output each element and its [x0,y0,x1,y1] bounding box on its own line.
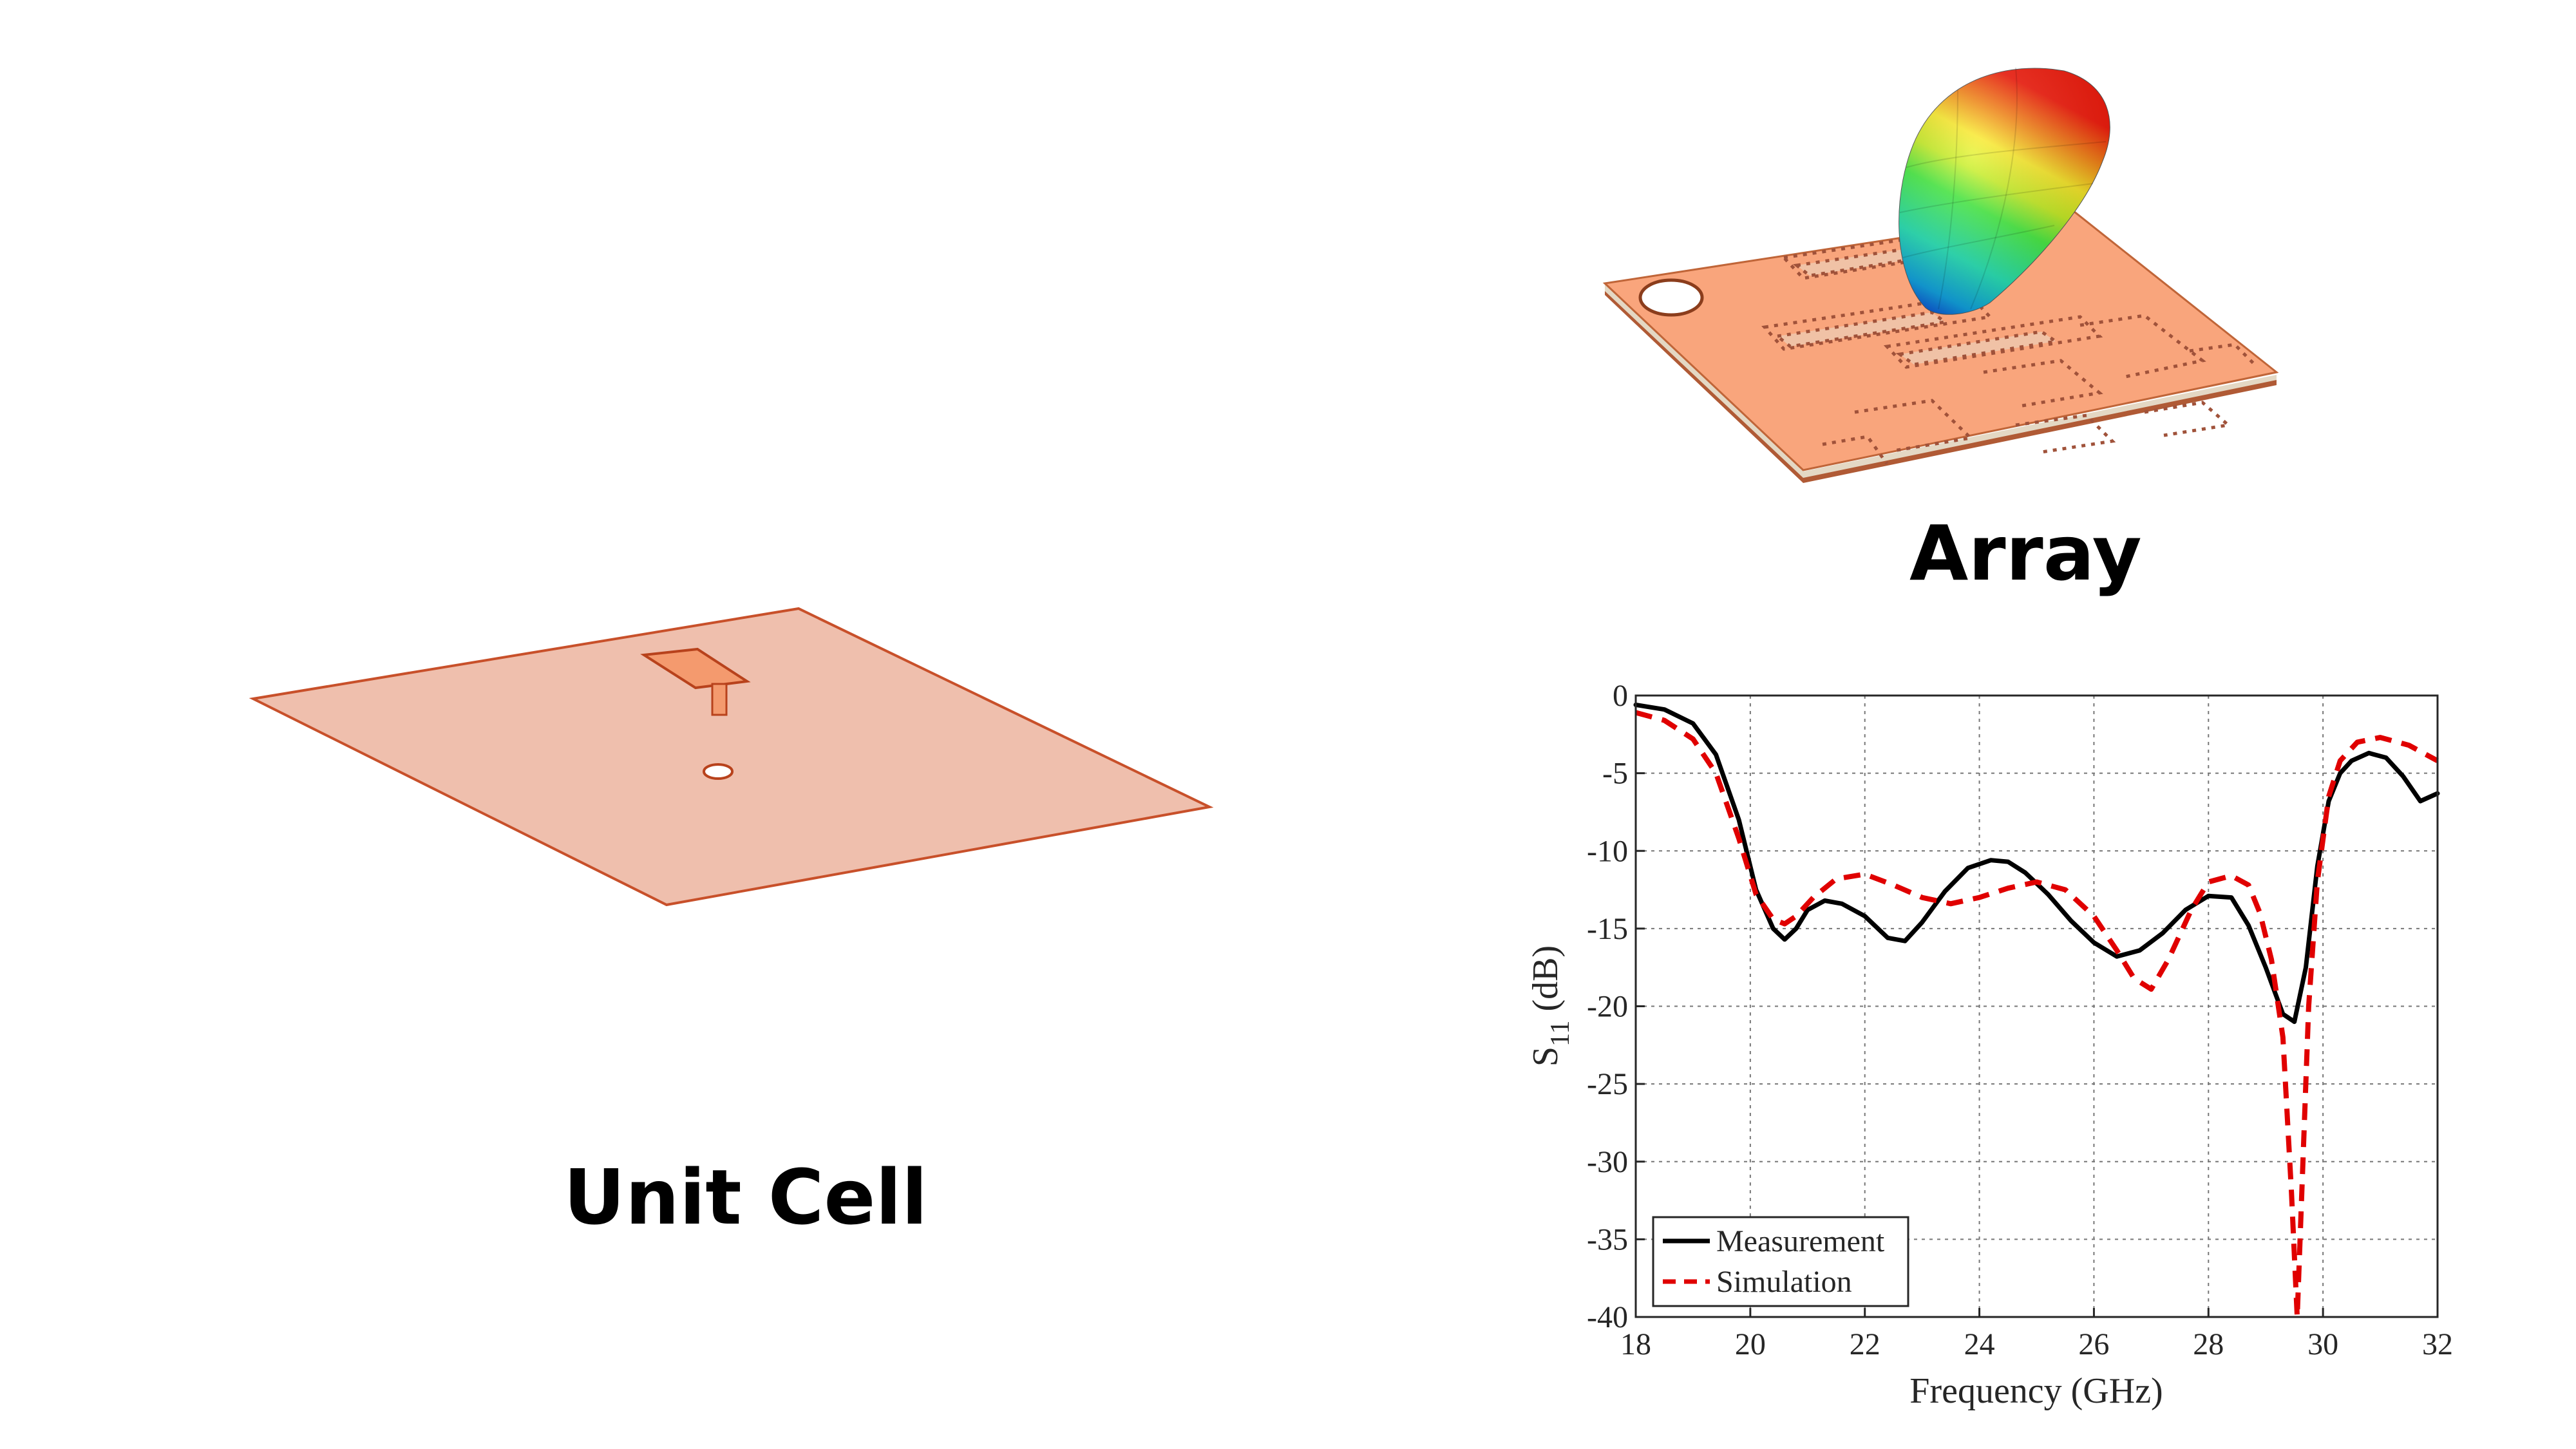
chart-ticks: 18 20 22 24 26 28 30 32 0 -5 -10 -15 -20 -25 -30 -35 -40 [1587,679,2453,1361]
y-tick-label: -10 [1587,834,1628,868]
y-tick-label: -30 [1587,1145,1628,1179]
y-axis-label-sub: 11 [1546,1021,1575,1046]
x-tick-label: 20 [1735,1327,1766,1361]
unit-cell-ground-hole [703,763,734,780]
y-axis-label: S11 (dB) [1526,945,1575,1066]
radiation-pattern-lobe [1899,67,2110,315]
array-caption: Array [1909,509,2142,598]
x-tick-label: 26 [2078,1327,2109,1361]
x-tick-label: 30 [2307,1327,2338,1361]
x-tick-label: 32 [2422,1327,2453,1361]
array-feed-network [1822,314,2255,465]
legend-label-simulation: Simulation [1716,1265,1852,1299]
unit-cell-feed-pin [711,683,728,716]
y-axis-label-unit: (dB) [1526,945,1566,1012]
x-tick-label: 28 [2193,1327,2224,1361]
unit-cell-caption: Unit Cell [564,1153,928,1242]
series-line-simulation [1634,710,2439,1320]
legend-box [1652,1216,1909,1307]
plot-frame [1634,694,2439,1318]
x-tick-label: 22 [1850,1327,1880,1361]
y-axis-label-main: S [1526,1046,1566,1066]
chart-legend: Measurement Simulation [1652,1216,1909,1307]
x-axis-label: Frequency (GHz) [1909,1371,2163,1411]
y-tick-label: -35 [1587,1222,1628,1256]
y-tick-label: -25 [1587,1067,1628,1101]
y-tick-label: -40 [1587,1300,1628,1334]
y-tick-label: -15 [1587,912,1628,946]
y-tick-label: -20 [1587,990,1628,1024]
x-tick-label: 18 [1620,1327,1651,1361]
chart-series [1633,703,2440,1320]
y-tick-label: -5 [1602,757,1628,791]
unit-cell-patch [640,647,751,690]
unit-cell-substrate [249,607,1214,907]
legend-label-measurement: Measurement [1716,1224,1885,1258]
y-tick-label: 0 [1613,679,1628,713]
x-tick-label: 24 [1964,1327,1995,1361]
array-mounting-hole [1638,278,1704,317]
